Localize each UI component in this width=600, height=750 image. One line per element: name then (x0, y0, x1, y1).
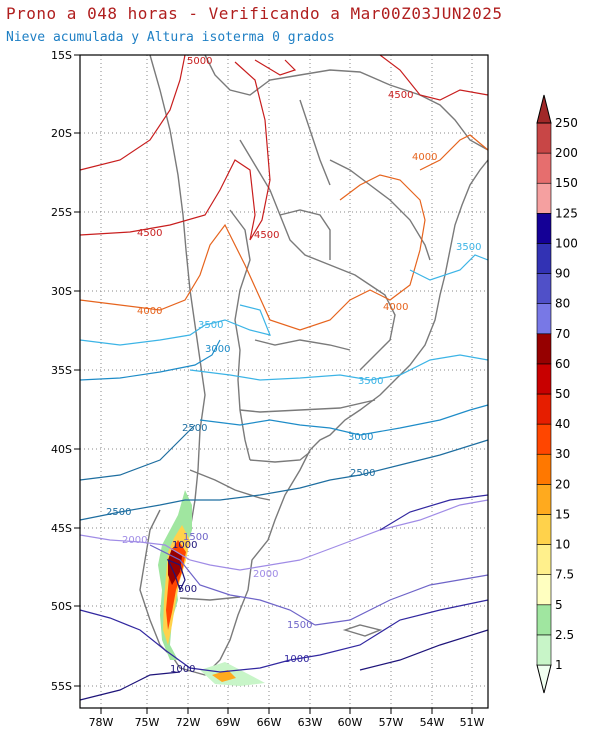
colorbar-label: 90 (555, 267, 570, 281)
contour-label: 4000 (412, 152, 437, 163)
colorbar-swatch (536, 453, 552, 485)
colorbar-label: 30 (555, 447, 570, 461)
lon-tick-label: 78W (89, 716, 114, 729)
contour-label: 500 (178, 584, 197, 595)
colorbar-swatch (536, 634, 552, 666)
contour-label: 4500 (137, 228, 162, 239)
contour-label: 3500 (198, 320, 223, 331)
lon-tick-label: 69W (216, 716, 241, 729)
contour-label: 2000 (122, 535, 147, 546)
colorbar-swatch (536, 213, 552, 244)
contour-label: 2500 (182, 423, 207, 434)
contour-label: 1000 (170, 664, 195, 675)
lat-tick-label: 30S (51, 285, 72, 298)
lon-tick-label: 51W (460, 716, 485, 729)
colorbar-low-arrow (536, 664, 552, 694)
lat-tick-label: 15S (51, 49, 72, 62)
contour-label: 1500 (287, 620, 312, 631)
colorbar-label: 200 (555, 146, 578, 160)
lat-axis: 15S 20S 25S 30S 35S 40S 45S 50S 55S (51, 49, 80, 693)
colorbar-label: 20 (555, 477, 570, 491)
map-area: 5000 4500 4500 4500 4000 4000 4000 3500 … (79, 54, 489, 709)
map-subtitle: Nieve acumulada y Altura isoterma 0 grad… (6, 30, 335, 45)
contour-label: 3000 (205, 344, 230, 355)
colorbar-high-arrow (536, 94, 552, 124)
colorbar-swatch (536, 363, 552, 395)
lon-tick-label: 66W (257, 716, 282, 729)
colorbar-swatch (536, 604, 552, 636)
lat-tick-label: 45S (51, 522, 72, 535)
colorbar-label: 70 (555, 327, 570, 341)
colorbar-label: 5 (555, 598, 563, 612)
map-title: Prono a 048 horas - Verificando a Mar00Z… (6, 4, 503, 23)
contour-label: 4000 (137, 306, 162, 317)
colorbar-label: 15 (555, 507, 570, 521)
lon-tick-label: 75W (135, 716, 160, 729)
lat-tick-label: 55S (51, 680, 72, 693)
colorbar-swatch (536, 544, 552, 575)
lon-tick-label: 57W (379, 716, 404, 729)
colorbar-swatch (536, 423, 552, 455)
contour-label: 4000 (383, 302, 408, 313)
colorbar-swatch (536, 333, 552, 365)
lon-axis: 78W 75W 72W 69W 66W 63W 60W 57W 54W 51W (89, 708, 485, 729)
colorbar-label: 125 (555, 206, 578, 220)
colorbar-swatch (536, 152, 552, 184)
contour-label: 3500 (456, 242, 481, 253)
colorbar: 1 2.5 5 7.5 10 15 20 30 40 50 60 70 80 90 100 125 150 200… (536, 94, 578, 694)
lat-tick-label: 20S (51, 127, 72, 140)
colorbar-label: 250 (555, 116, 578, 130)
contour-label: 2000 (253, 569, 278, 580)
isotherm-contours (79, 54, 489, 701)
colorbar-swatch (536, 484, 552, 515)
lon-tick-label: 63W (298, 716, 323, 729)
colorbar-swatch (536, 514, 552, 545)
contour-label: 4500 (388, 90, 413, 101)
lon-tick-label: 72W (176, 716, 201, 729)
colorbar-swatch (536, 574, 552, 606)
graticule (80, 55, 488, 708)
colorbar-label: 50 (555, 387, 570, 401)
colorbar-label: 1 (555, 658, 563, 672)
contour-label: 3500 (358, 376, 383, 387)
contour-label: 3000 (348, 432, 373, 443)
colorbar-swatch (536, 273, 552, 304)
contour-labels: 5000 4500 4500 4500 4000 4000 4000 3500 … (106, 56, 481, 675)
lat-tick-label: 40S (51, 443, 72, 456)
contour-label: 1000 (284, 654, 309, 665)
colorbar-label: 7.5 (555, 568, 574, 582)
lat-tick-label: 25S (51, 206, 72, 219)
coastlines-borders (139, 54, 489, 676)
contour-label: 2500 (350, 468, 375, 479)
contour-label: 1500 (183, 532, 208, 543)
colorbar-label: 2.5 (555, 628, 574, 642)
colorbar-label: 80 (555, 297, 570, 311)
colorbar-swatch (536, 393, 552, 425)
lon-tick-label: 54W (420, 716, 445, 729)
colorbar-label: 100 (555, 236, 578, 250)
lat-tick-label: 50S (51, 600, 72, 613)
colorbar-swatch (536, 303, 552, 335)
lat-tick-label: 35S (51, 364, 72, 377)
contour-label: 1000 (172, 540, 197, 551)
colorbar-swatch (536, 122, 552, 154)
contour-label: 5000 (187, 56, 212, 67)
colorbar-swatch (536, 182, 552, 214)
contour-label: 2500 (106, 507, 131, 518)
colorbar-label: 10 (555, 538, 570, 552)
colorbar-label: 40 (555, 417, 570, 431)
contour-label: 4500 (254, 230, 279, 241)
colorbar-label: 150 (555, 176, 578, 190)
colorbar-label: 60 (555, 357, 570, 371)
colorbar-swatch (536, 243, 552, 274)
lon-tick-label: 60W (338, 716, 363, 729)
